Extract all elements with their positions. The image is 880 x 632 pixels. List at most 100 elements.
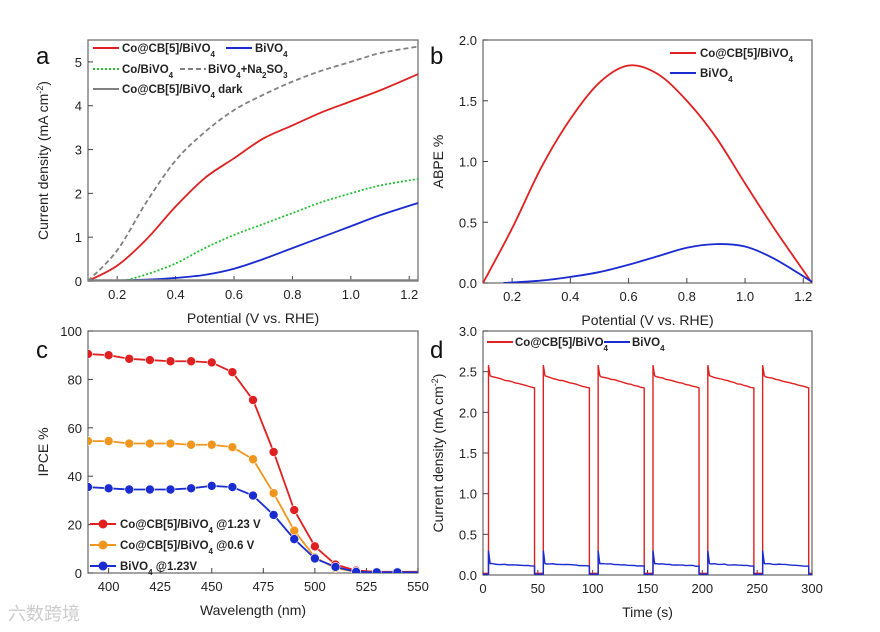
legend-label: Co@CB[5]/BiVO4 bbox=[700, 48, 794, 64]
x-tick-label: 100 bbox=[582, 581, 604, 596]
series-line-bivo4 bbox=[503, 244, 812, 283]
data-point bbox=[145, 485, 154, 494]
x-tick-label: 400 bbox=[98, 579, 120, 594]
data-point bbox=[207, 358, 216, 367]
data-point bbox=[290, 506, 299, 515]
data-point bbox=[228, 483, 237, 492]
y-tick-label: 2 bbox=[75, 186, 82, 201]
y-tick-label: 100 bbox=[60, 324, 82, 339]
x-tick-label: 0.6 bbox=[620, 289, 638, 304]
data-point bbox=[84, 437, 93, 446]
panel-label: a bbox=[36, 43, 50, 70]
x-tick-label: 0.8 bbox=[283, 287, 301, 302]
data-point bbox=[104, 437, 113, 446]
series-group bbox=[483, 65, 812, 283]
x-axis-label: Potential (V vs. RHE) bbox=[581, 312, 713, 328]
y-tick-label: 1.0 bbox=[459, 487, 477, 502]
x-tick-label: 0.4 bbox=[561, 289, 579, 304]
x-tick-label: 1.0 bbox=[736, 289, 754, 304]
y-tick-label: 2.0 bbox=[459, 33, 477, 48]
x-tick-label: 450 bbox=[201, 579, 223, 594]
series-line-bivo4-na2so3 bbox=[88, 47, 418, 281]
x-tick-label: 550 bbox=[407, 579, 429, 594]
data-point bbox=[310, 554, 319, 563]
series-line-co-bivo4 bbox=[123, 179, 418, 281]
data-point bbox=[187, 440, 196, 449]
y-tick-label: 4 bbox=[75, 99, 82, 114]
y-tick-label: 1 bbox=[75, 230, 82, 245]
data-point bbox=[207, 481, 216, 490]
y-tick-label: 0.0 bbox=[459, 276, 477, 291]
legend-label: Co@CB[5]/BiVO4 bbox=[122, 43, 216, 59]
legend-label: BiVO4 @1.23V bbox=[120, 561, 197, 577]
data-point bbox=[125, 485, 134, 494]
data-point bbox=[84, 483, 93, 492]
data-point bbox=[249, 455, 258, 464]
legend-label: BiVO4 bbox=[700, 68, 733, 84]
x-tick-label: 1.0 bbox=[342, 287, 360, 302]
y-tick-label: 3 bbox=[75, 143, 82, 158]
y-axis-label: ABPE % bbox=[430, 135, 446, 189]
data-point bbox=[187, 357, 196, 366]
legend-label: BiVO4+Na2SO3 bbox=[208, 64, 288, 80]
legend-label: Co@CB[5]/BiVO4 @0.6 V bbox=[120, 540, 255, 556]
data-point bbox=[352, 567, 361, 576]
y-axis-label: IPCE % bbox=[35, 427, 51, 476]
y-axis-label: Current density (mA cm-2) bbox=[430, 374, 446, 533]
x-tick-label: 0.6 bbox=[225, 287, 243, 302]
legend-label: Co@CB[5]/BiVO4 @1.23 V bbox=[120, 519, 261, 535]
data-point bbox=[393, 568, 402, 577]
data-point bbox=[84, 349, 93, 358]
data-point bbox=[207, 440, 216, 449]
series-line-bivo4 bbox=[88, 203, 418, 281]
x-tick-label: 50 bbox=[531, 581, 545, 596]
legend-label: Co/BiVO4 bbox=[122, 64, 174, 80]
data-point bbox=[290, 526, 299, 535]
x-tick-label: 300 bbox=[801, 581, 823, 596]
panel-label: d bbox=[430, 337, 443, 364]
data-point bbox=[187, 484, 196, 493]
x-tick-label: 425 bbox=[149, 579, 171, 594]
data-point bbox=[331, 562, 340, 571]
x-tick-label: 250 bbox=[746, 581, 768, 596]
data-point bbox=[125, 439, 134, 448]
x-tick-label: 0.4 bbox=[167, 287, 185, 302]
y-tick-label: 0.5 bbox=[459, 527, 477, 542]
data-point bbox=[104, 351, 113, 360]
series-group bbox=[88, 47, 418, 281]
y-tick-label: 3.0 bbox=[459, 324, 477, 339]
y-tick-label: 1.0 bbox=[459, 155, 477, 170]
panel-label: b bbox=[430, 43, 443, 70]
figure: 0.2 0.4 0.6 0.8 1.0 1.2 0 1 2 3 4 5 Potential (V vs.… bbox=[0, 0, 880, 632]
x-tick-label: 475 bbox=[252, 579, 274, 594]
legend-label: Co@CB[5]/BiVO4 bbox=[515, 337, 609, 353]
x-tick-label: 500 bbox=[304, 579, 326, 594]
x-tick-label: 200 bbox=[691, 581, 713, 596]
data-point bbox=[228, 443, 237, 452]
legend-c-marker bbox=[99, 520, 108, 529]
x-tick-label: 0 bbox=[479, 581, 486, 596]
y-tick-label: 60 bbox=[68, 421, 82, 436]
y-tick-label: 2.5 bbox=[459, 365, 477, 380]
y-tick-label: 5 bbox=[75, 55, 82, 70]
y-axis-label: Current density (mA cm-2) bbox=[35, 81, 51, 240]
data-point bbox=[166, 357, 175, 366]
data-point bbox=[269, 510, 278, 519]
x-tick-label: 0.8 bbox=[678, 289, 696, 304]
y-tick-label: 2.0 bbox=[459, 405, 477, 420]
data-point bbox=[228, 368, 237, 377]
series-line bbox=[483, 365, 812, 573]
series-line-co-cb-5-bivo4 bbox=[483, 65, 812, 283]
data-point bbox=[269, 489, 278, 498]
x-axis-label: Wavelength (nm) bbox=[200, 602, 306, 618]
x-tick-label: 0.2 bbox=[503, 289, 521, 304]
y-tick-label: 0.0 bbox=[459, 568, 477, 583]
x-tick-label: 525 bbox=[356, 579, 378, 594]
legend-c-marker bbox=[99, 541, 108, 550]
x-tick-label: 1.2 bbox=[794, 289, 812, 304]
x-tick-label: 0.2 bbox=[108, 287, 126, 302]
panel-label: c bbox=[36, 337, 48, 364]
y-tick-label: 0.5 bbox=[459, 215, 477, 230]
x-axis-label: Time (s) bbox=[622, 604, 673, 620]
data-point bbox=[166, 439, 175, 448]
